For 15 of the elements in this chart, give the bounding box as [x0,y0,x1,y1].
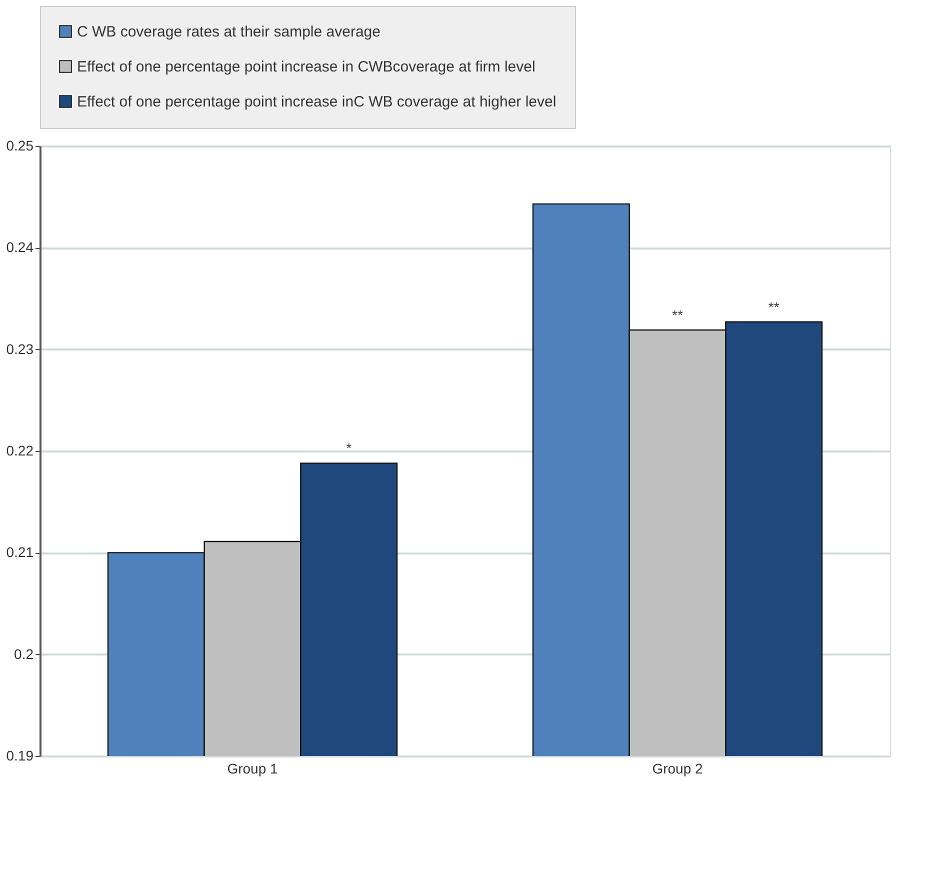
y-tick-label: 0.2 [14,646,34,662]
data-label: ** [768,298,780,315]
data-label: ** [672,307,684,324]
legend-label: Effect of one percentage point increase inC WB coverage at higher level [77,94,556,110]
y-tick-label: 0.23 [6,340,34,357]
legend-label: C WB coverage rates at their sample average [77,24,380,40]
y-tick-label: 0.24 [6,239,34,256]
y-tick-label: 0.22 [6,442,34,458]
y-tick-label: 0.21 [6,544,34,560]
y-tick-label: 0.25 [6,138,34,154]
x-tick-label: Group 1 [227,760,278,776]
y-tick-label: 0.19 [6,748,34,764]
legend-label: Effect of one percentage point increase in CWBcoverage at firm level [77,58,536,76]
data-label: * [346,440,352,456]
x-tick-label: Group 2 [652,760,704,776]
